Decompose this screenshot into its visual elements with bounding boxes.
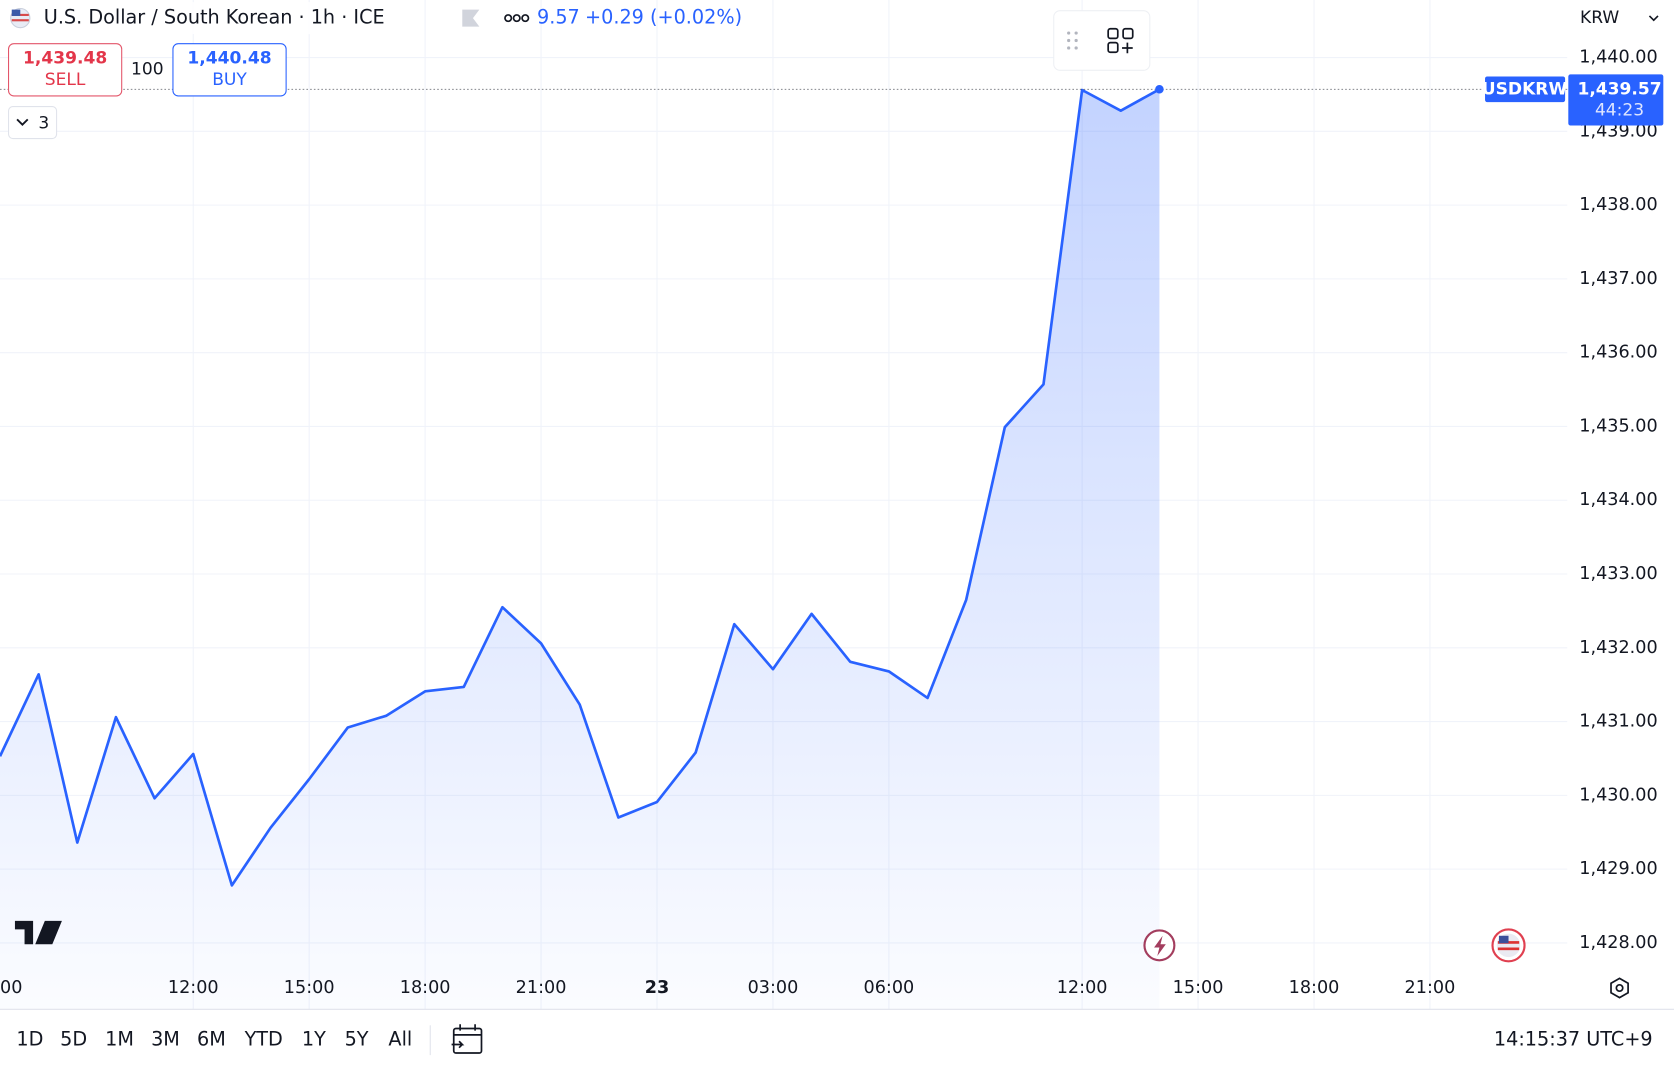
plot	[0, 85, 1568, 1010]
x-tick-label: 06:00	[864, 978, 915, 998]
x-tick-label: 21:00	[516, 978, 567, 998]
more-button[interactable]	[504, 14, 530, 23]
x-tick-label: 03:00	[748, 978, 799, 998]
sell-button[interactable]	[8, 43, 123, 97]
quantity[interactable]: 100	[131, 59, 164, 79]
buy-button[interactable]	[172, 43, 287, 97]
tv-logo[interactable]	[14, 920, 62, 945]
y-tick-label: 1,436.00	[1579, 343, 1657, 363]
economic-event-flag[interactable]	[1491, 928, 1526, 963]
price-tag-countdown: 44:23	[1595, 101, 1644, 121]
flag-icon	[10, 7, 31, 29]
y-tick-label: 1,440.00	[1579, 48, 1657, 68]
settings-icon[interactable]	[1610, 977, 1629, 999]
settings-dot	[1615, 983, 1624, 993]
range-button[interactable]: 1M	[105, 1028, 134, 1051]
y-tick-label: 1,431.00	[1579, 712, 1657, 732]
y-tick-label: 1,428.00	[1579, 933, 1657, 953]
x-tick-label: 18:00	[1289, 978, 1340, 998]
sell-label: SELL	[45, 70, 86, 90]
price-change: +0.29 (+0.02%)	[585, 6, 742, 29]
price-tag	[1568, 74, 1664, 126]
chevron	[16, 118, 29, 127]
indicator-count: 3	[38, 114, 49, 134]
currency-chevron	[1648, 15, 1659, 22]
range-buttons: 1D 5D 1M 3M 6M YTD 1Y 5Y All	[16, 1028, 412, 1051]
x-tick-label: 15:00	[1173, 978, 1224, 998]
y-tick-label: 1,432.00	[1579, 638, 1657, 658]
clock: 14:15:37 UTC+9	[1494, 1028, 1653, 1051]
x-tick-label: 15:00	[284, 978, 335, 998]
x-tick-label: 18:00	[400, 978, 451, 998]
range-button[interactable]: 5D	[60, 1028, 87, 1051]
axes: 1,428.00 1,429.00 1,430.00 1,431.00 1,432.00…	[0, 48, 1664, 998]
x-tick-label: 21:00	[1405, 978, 1456, 998]
range-button[interactable]: 1Y	[302, 1028, 326, 1051]
last-point	[1155, 85, 1164, 94]
x-tick-label: 00	[0, 978, 22, 998]
drag-handle	[1067, 31, 1078, 50]
y-tick-label: 1,438.00	[1579, 195, 1657, 215]
price-tag-price: 1,439.57	[1577, 79, 1661, 99]
lightning	[1154, 935, 1166, 957]
date-range-icon[interactable]	[451, 1024, 483, 1054]
x-tick-label: 23	[645, 978, 670, 998]
buy-price: 1,440.48	[187, 49, 271, 69]
symbol-title[interactable]: U.S. Dollar / South Korean · 1h · ICE	[44, 6, 385, 29]
add-layout-icon[interactable]	[1107, 27, 1134, 54]
x-tick-label: 12:00	[1057, 978, 1108, 998]
sell-price: 1,439.48	[23, 49, 107, 69]
range-button[interactable]: 5Y	[345, 1028, 369, 1051]
area	[0, 89, 1160, 1010]
x-tick-label: 12:00	[168, 978, 219, 998]
y-tick-label: 1,439.00	[1579, 121, 1657, 141]
range-button[interactable]: All	[388, 1028, 412, 1051]
header-bg	[3, 2, 349, 35]
layout-widget[interactable]	[1053, 10, 1151, 71]
y-tick-label: 1,437.00	[1579, 269, 1657, 289]
y-tick-label: 1,434.00	[1579, 490, 1657, 510]
y-tick-label: 1,435.00	[1579, 416, 1657, 436]
y-tick-label: 1,433.00	[1579, 564, 1657, 584]
last-price: 9.57	[537, 6, 580, 29]
range-button[interactable]: 6M	[197, 1028, 226, 1051]
range-button[interactable]: 3M	[151, 1028, 180, 1051]
indicators-toggle[interactable]	[8, 106, 58, 140]
line	[0, 88, 1161, 887]
currency[interactable]: KRW	[1580, 8, 1619, 28]
y-tick-label: 1,430.00	[1579, 785, 1657, 805]
symbol-tag	[1485, 76, 1566, 103]
symbol-tag-label: USDKRW	[1482, 79, 1568, 99]
flag-marker[interactable]	[462, 9, 480, 27]
buy-label: BUY	[212, 70, 247, 90]
range-button[interactable]: 1D	[16, 1028, 43, 1051]
y-tick-label: 1,429.00	[1579, 859, 1657, 879]
range-button[interactable]: YTD	[244, 1028, 283, 1051]
